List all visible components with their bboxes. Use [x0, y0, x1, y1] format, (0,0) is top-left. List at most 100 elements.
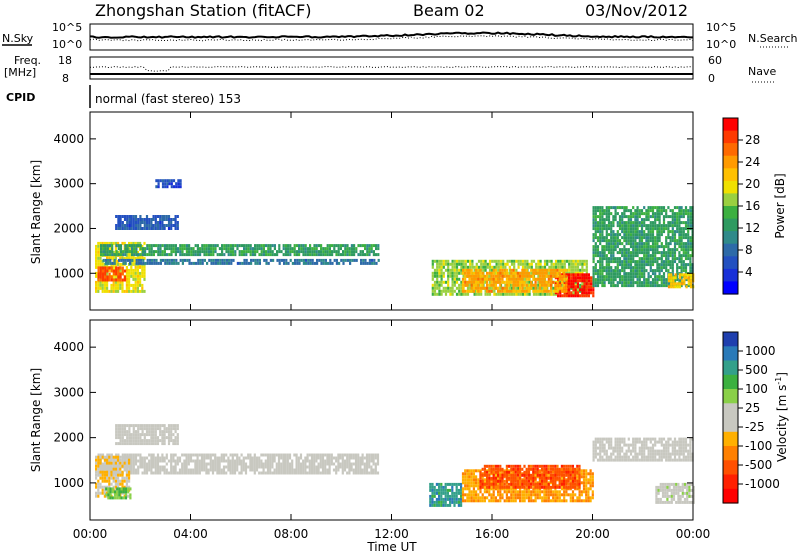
power-cell [462, 272, 464, 275]
velocity-cell [460, 504, 462, 507]
power-cell [648, 209, 650, 212]
power-cell [336, 262, 338, 265]
power-cell [479, 269, 481, 272]
power-cell [679, 285, 681, 288]
power-cell [445, 287, 447, 290]
velocity-cell [300, 472, 302, 475]
power-cell [199, 250, 201, 253]
velocity-cell [342, 460, 344, 463]
power-cell [623, 230, 625, 233]
velocity-cell [115, 436, 117, 439]
velocity-cell [212, 472, 214, 475]
power-cell [639, 269, 641, 272]
velocity-cell [333, 457, 335, 460]
power-cell [124, 218, 126, 221]
power-cell [540, 293, 542, 296]
power-cell [517, 272, 519, 275]
velocity-cell [197, 466, 199, 469]
power-cell [137, 221, 139, 224]
power-cell [522, 293, 524, 296]
power-cell [681, 257, 683, 260]
velocity-cell [216, 466, 218, 469]
velocity-cell [106, 462, 108, 465]
power-cell [500, 266, 502, 269]
power-cell [623, 269, 625, 272]
power-cell [617, 284, 619, 287]
power-cell [458, 278, 460, 281]
power-cell [263, 244, 265, 247]
velocity-cell [475, 481, 477, 484]
power-cell [628, 215, 630, 218]
power-cell [508, 278, 510, 281]
power-cell [127, 250, 129, 253]
velocity-cell [471, 496, 473, 499]
velocity-cell [102, 486, 104, 489]
velocity-cell [506, 499, 508, 502]
power-cell [601, 251, 603, 254]
velocity-cell [260, 472, 262, 475]
power-cell [331, 253, 333, 256]
power-cell [601, 212, 603, 215]
power-cell [268, 262, 270, 265]
velocity-cell [108, 474, 110, 477]
power-cell [612, 281, 614, 284]
velocity-cell [278, 472, 280, 475]
power-cell [177, 182, 179, 185]
velocity-cell [276, 454, 278, 457]
power-cell [687, 254, 689, 257]
power-cell [283, 262, 285, 265]
power-cell [109, 276, 111, 279]
power-cell [113, 273, 115, 276]
velocity-cell [97, 474, 99, 477]
power-cell [177, 224, 179, 227]
velocity-cell [466, 487, 468, 490]
power-cell [161, 221, 163, 224]
power-cell [661, 206, 663, 209]
power-cell [532, 278, 534, 281]
power-cell [158, 179, 160, 182]
power-cell [676, 212, 678, 215]
power-cell [674, 221, 676, 224]
power-cell [634, 230, 636, 233]
power-cell [535, 266, 537, 269]
velocity-cell [357, 454, 359, 457]
velocity-cell [309, 454, 311, 457]
velocity-cell [155, 427, 157, 430]
velocity-cell [241, 469, 243, 472]
power-cell [362, 253, 364, 256]
power-cell [320, 244, 322, 247]
velocity-cell [300, 457, 302, 460]
power-cell [142, 247, 144, 250]
velocity-cell [175, 430, 177, 433]
velocity-cell [126, 471, 128, 474]
velocity-cell [535, 496, 537, 499]
power-cell [565, 278, 567, 281]
velocity-cell [315, 457, 317, 460]
velocity-cell [364, 472, 366, 475]
power-cell [300, 247, 302, 250]
velocity-cell [344, 454, 346, 457]
velocity-cell [170, 463, 172, 466]
velocity-cell [377, 460, 379, 463]
power-cell [143, 290, 145, 293]
power-cell [550, 275, 552, 278]
velocity-cell [484, 490, 486, 493]
power-cell [357, 244, 359, 247]
power-cell [162, 250, 164, 253]
velocity-cell [142, 433, 144, 436]
velocity-cell [512, 493, 514, 496]
velocity-cell [260, 454, 262, 457]
power-cell [676, 257, 678, 260]
power-cell [292, 262, 294, 265]
power-cell [318, 250, 320, 253]
velocity-cell [460, 501, 462, 504]
velocity-cell [201, 454, 203, 457]
power-cell [540, 263, 542, 266]
power-cell [102, 267, 104, 270]
power-cell [126, 278, 128, 281]
power-cell [452, 281, 454, 284]
freq-panel: Freq. [MHz] 18 8 60 0 Nave [4, 54, 776, 85]
power-cell [133, 227, 135, 230]
velocity-cell [355, 460, 357, 463]
power-cell [449, 293, 451, 296]
